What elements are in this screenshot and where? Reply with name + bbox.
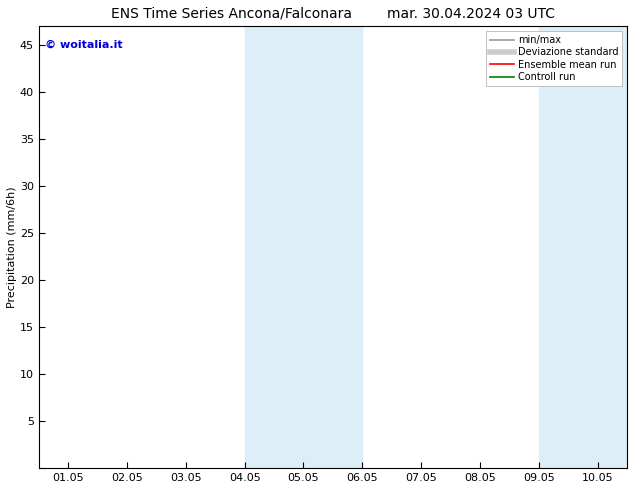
Bar — [245, 26, 362, 468]
Bar — [539, 26, 627, 468]
Y-axis label: Precipitation (mm/6h): Precipitation (mm/6h) — [7, 186, 17, 308]
Text: © woitalia.it: © woitalia.it — [44, 40, 122, 49]
Legend: min/max, Deviazione standard, Ensemble mean run, Controll run: min/max, Deviazione standard, Ensemble m… — [486, 31, 622, 86]
Title: ENS Time Series Ancona/Falconara        mar. 30.04.2024 03 UTC: ENS Time Series Ancona/Falconara mar. 30… — [111, 7, 555, 21]
